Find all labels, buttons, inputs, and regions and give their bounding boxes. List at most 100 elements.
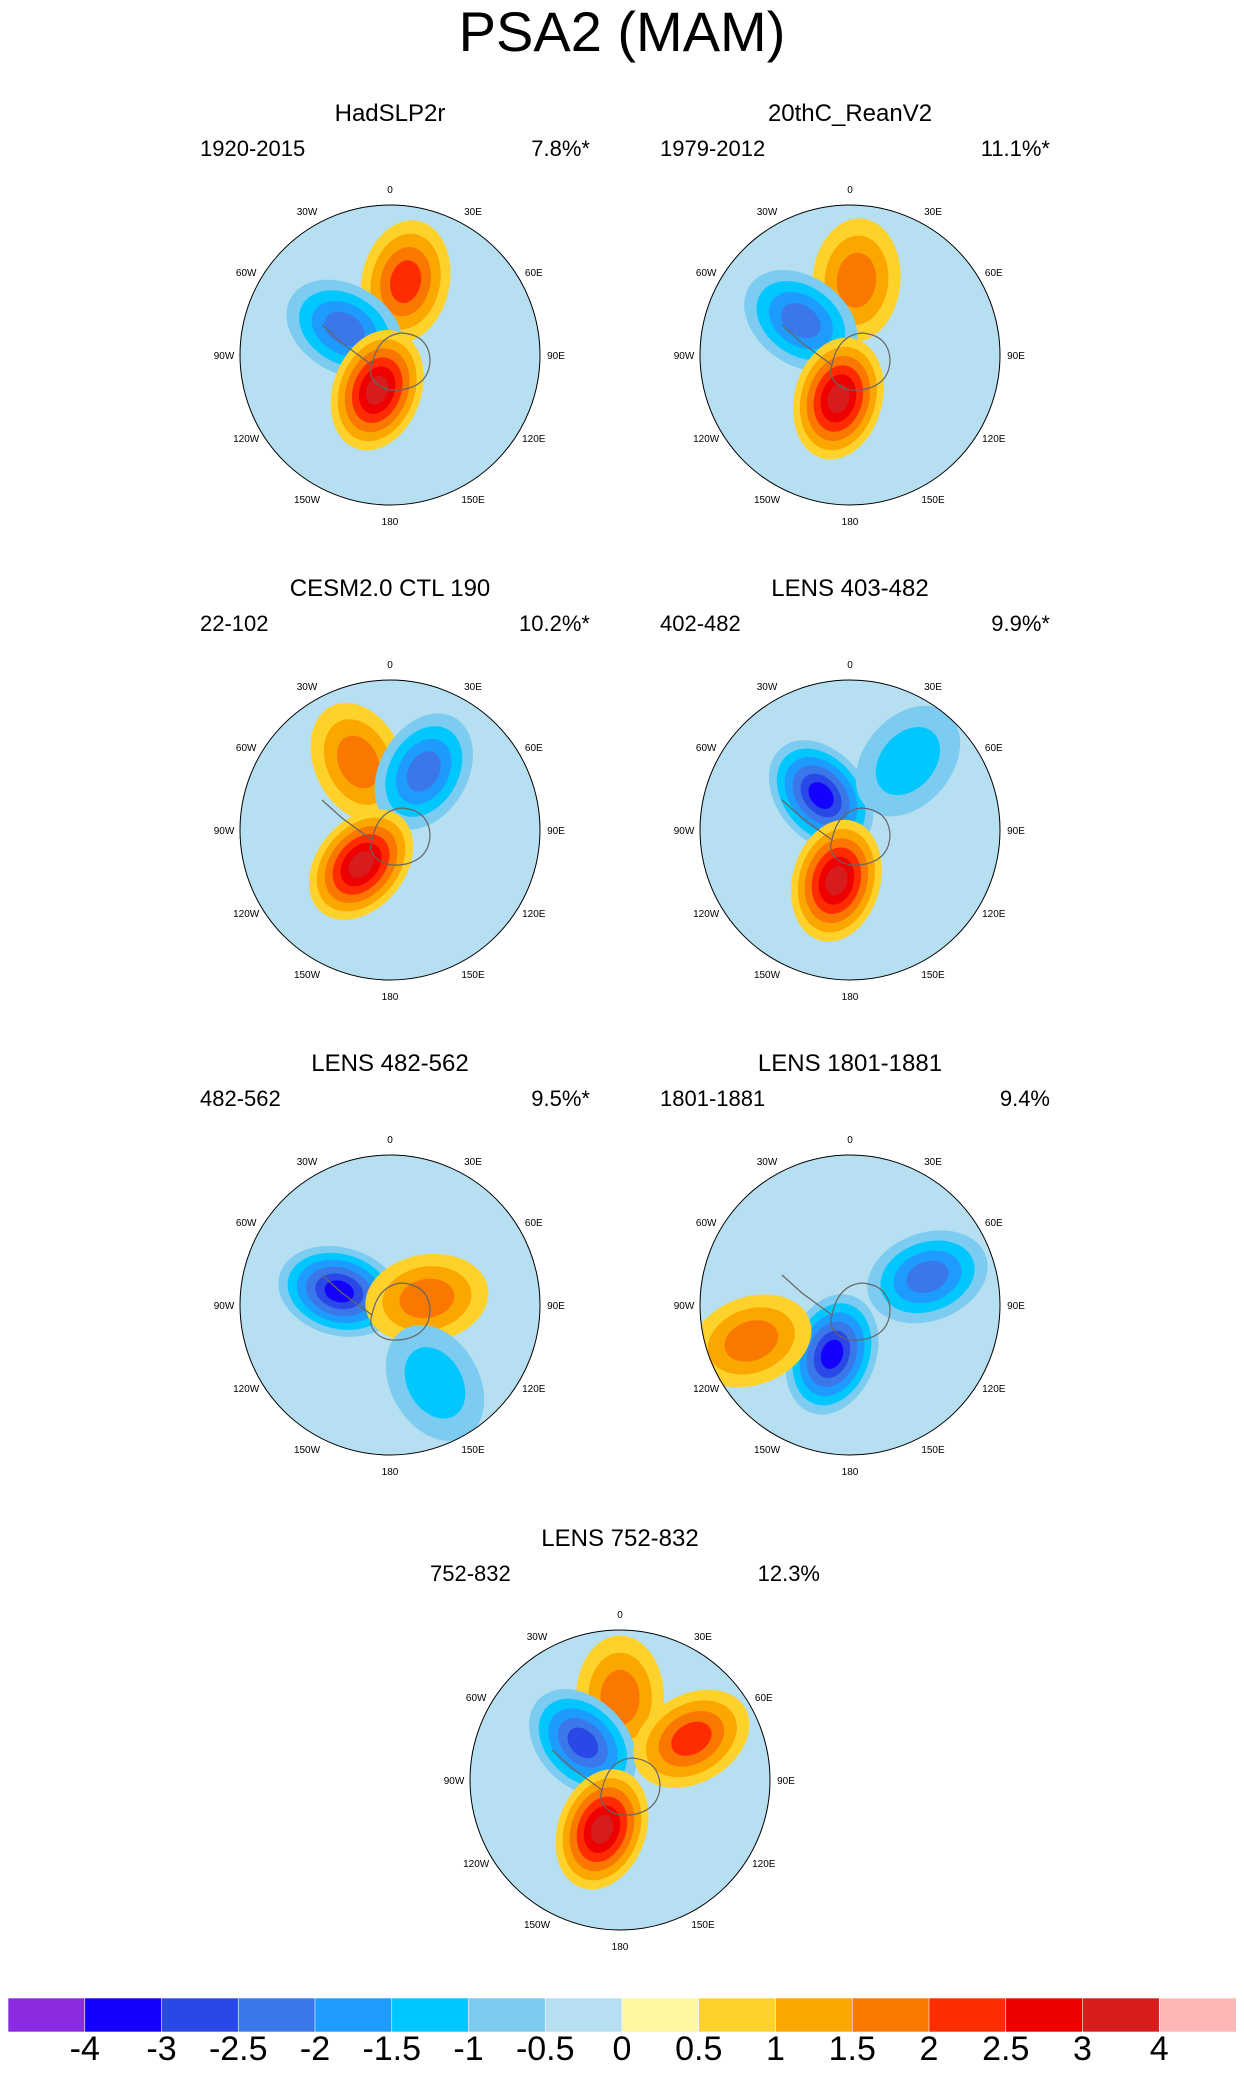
high-anomaly	[827, 383, 850, 414]
low-anomaly	[906, 1260, 949, 1293]
longitude-tick-label: 150E	[921, 1445, 945, 1456]
map-boundary	[699, 1154, 1001, 1456]
panel-title: HadSLP2r	[334, 100, 446, 127]
longitude-tick-label: 150E	[461, 1445, 485, 1456]
panel-period: 752-832	[430, 1561, 511, 1586]
colorbar	[8, 1998, 1236, 2032]
longitude-tick-label: 30W	[297, 1157, 318, 1168]
longitude-tick-label: 150E	[921, 495, 945, 506]
polar-map: 0 30E 60E 90E 120E 150E 180 150W 120W 90W 60W 30W	[214, 1135, 566, 1478]
antarctica-outline	[321, 799, 431, 866]
longitude-tick-label: 120W	[693, 1384, 720, 1395]
longitude-tick-label: 30W	[297, 207, 318, 218]
colorbar-tick-label: -1	[453, 2030, 484, 2068]
antarctica-outline	[321, 324, 431, 391]
map-boundary	[239, 1154, 541, 1456]
colorbar-swatch	[1082, 1998, 1161, 2032]
longitude-tick-label: 90W	[214, 826, 235, 837]
longitude-tick-label: 60W	[466, 1693, 487, 1704]
map-boundary	[699, 679, 1001, 981]
longitude-tick-label: 90W	[674, 351, 695, 362]
low-anomaly	[324, 311, 365, 346]
longitude-tick-label: 90E	[777, 1776, 795, 1787]
high-anomaly	[590, 1814, 614, 1844]
colorbar-tick-label: 4	[1149, 2030, 1169, 2068]
low-anomaly	[781, 302, 821, 339]
colorbar-swatch	[84, 1998, 163, 2032]
panel-title: LENS 752-832	[541, 1525, 699, 1552]
low-anomaly	[875, 727, 941, 796]
high-anomaly	[348, 851, 374, 878]
colorbar-tick-label: 3	[1073, 2030, 1092, 2068]
longitude-tick-label: 0	[847, 185, 853, 196]
longitude-tick-label: 60W	[696, 268, 717, 279]
colorbar-tick-label: 0	[612, 2030, 632, 2068]
colorbar-swatch	[851, 1998, 930, 2032]
panel-variance-percent: 9.4%	[999, 1086, 1050, 1111]
panel-variance-percent: 11.1%*	[980, 136, 1050, 161]
colorbar-swatch	[775, 1998, 854, 2032]
longitude-tick-label: 120W	[233, 909, 260, 920]
colorbar-tick-label: 2.5	[982, 2030, 1030, 2068]
longitude-tick-label: 90W	[674, 826, 695, 837]
longitude-tick-label: 90W	[444, 1776, 465, 1787]
longitude-tick-label: 60W	[236, 743, 257, 754]
longitude-tick-label: 90W	[214, 1301, 235, 1312]
colorbar-tick-label: 2	[919, 2030, 939, 2068]
longitude-tick-label: 30W	[757, 682, 778, 693]
high-anomaly	[389, 260, 422, 303]
longitude-tick-label: 120W	[693, 909, 720, 920]
longitude-tick-label: 180	[382, 992, 399, 1003]
longitude-tick-label: 0	[387, 185, 393, 196]
colorbar-tick-label: -1.5	[362, 2030, 422, 2068]
low-anomaly	[567, 1727, 599, 1759]
longitude-tick-label: 60E	[985, 743, 1003, 754]
panel-title: LENS 482-562	[311, 1050, 469, 1077]
longitude-tick-label: 180	[842, 517, 859, 528]
high-anomaly	[337, 735, 380, 789]
high-anomaly	[671, 1721, 712, 1756]
longitude-tick-label: 30W	[757, 1157, 778, 1168]
longitude-tick-label: 60W	[696, 743, 717, 754]
longitude-tick-label: 60E	[525, 268, 543, 279]
longitude-tick-label: 90E	[1007, 351, 1025, 362]
longitude-tick-label: 30W	[527, 1632, 548, 1643]
longitude-tick-label: 30E	[924, 207, 942, 218]
panel-variance-percent: 12.3%	[757, 1561, 820, 1586]
figure-title: PSA2 (MAM)	[458, 0, 786, 63]
longitude-tick-label: 60E	[985, 1218, 1003, 1229]
panel-period: 1920-2015	[200, 136, 306, 161]
panel-variance-percent: 10.2%*	[519, 611, 590, 636]
longitude-tick-label: 150W	[754, 970, 781, 981]
longitude-tick-label: 120E	[522, 909, 546, 920]
polar-map: 0 30E 60E 90E 120E 150E 180 150W 120W 90W 60W 30W	[444, 1610, 796, 1953]
longitude-tick-label: 90E	[1007, 1301, 1025, 1312]
map-panel: HadSLP2r 1920-2015 7.8%* 0 30E 60E 90E 120E 150E…	[180, 100, 600, 540]
colorbar-swatch	[314, 1998, 393, 2032]
longitude-tick-label: 60E	[755, 1693, 773, 1704]
longitude-tick-label: 30E	[464, 207, 482, 218]
longitude-tick-label: 60W	[696, 1218, 717, 1229]
panel-period: 1979-2012	[660, 136, 766, 161]
longitude-tick-label: 180	[382, 1467, 399, 1478]
panel-period: 402-482	[660, 611, 741, 636]
longitude-tick-label: 150E	[691, 1920, 715, 1931]
longitude-tick-label: 60W	[236, 1218, 257, 1229]
longitude-tick-label: 30E	[464, 682, 482, 693]
polar-map: 0 30E 60E 90E 120E 150E 180 150W 120W 90W 60W 30W	[674, 1135, 1026, 1478]
panel-title: LENS 1801-1881	[757, 1050, 943, 1077]
colorbar-tick-label: 0.5	[675, 2030, 723, 2068]
longitude-tick-label: 150E	[461, 495, 485, 506]
longitude-tick-label: 0	[847, 1135, 853, 1146]
longitude-tick-label: 150W	[754, 495, 781, 506]
longitude-tick-label: 30E	[924, 1157, 942, 1168]
map-boundary	[699, 204, 1001, 506]
longitude-tick-label: 30E	[464, 1157, 482, 1168]
longitude-tick-label: 120W	[233, 434, 260, 445]
panel-variance-percent: 9.9%*	[991, 611, 1050, 636]
longitude-tick-label: 180	[842, 992, 859, 1003]
longitude-tick-label: 120E	[982, 434, 1006, 445]
panel-title: CESM2.0 CTL 190	[289, 575, 491, 602]
low-anomaly	[820, 1339, 844, 1369]
colorbar-swatch	[544, 1998, 623, 2032]
